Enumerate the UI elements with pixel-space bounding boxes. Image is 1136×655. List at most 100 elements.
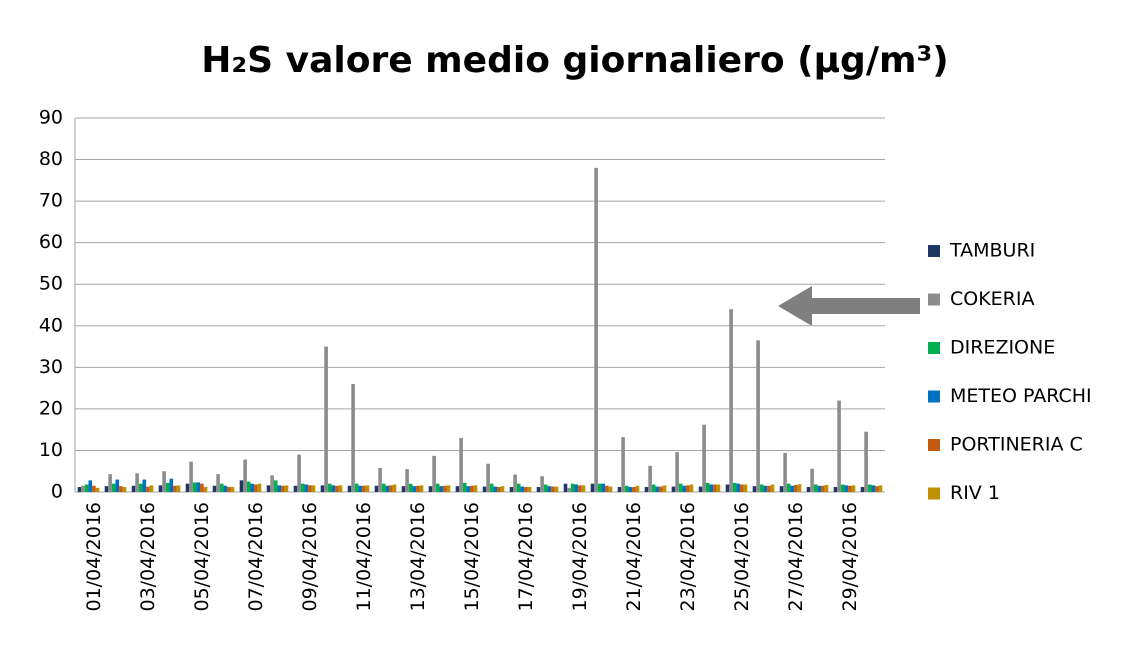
bar xyxy=(227,487,231,492)
x-tick-label: 13/04/2016 xyxy=(407,502,429,612)
bar xyxy=(266,485,271,492)
bar xyxy=(131,485,136,492)
bar xyxy=(354,483,359,492)
y-tick-label: 40 xyxy=(39,314,63,336)
bar xyxy=(878,485,883,492)
bar xyxy=(293,485,298,492)
bar xyxy=(189,461,193,492)
bar xyxy=(570,483,575,492)
bar xyxy=(786,483,791,492)
x-tick-label: 09/04/2016 xyxy=(299,502,321,612)
x-tick-label: 15/04/2016 xyxy=(461,502,483,612)
bar xyxy=(493,486,498,492)
bar xyxy=(254,484,258,492)
bar xyxy=(378,467,382,492)
bar xyxy=(817,485,822,492)
bar xyxy=(578,485,582,492)
bar xyxy=(401,486,406,492)
bar xyxy=(617,487,622,492)
bar xyxy=(392,484,397,492)
bar xyxy=(446,485,451,492)
bar xyxy=(327,483,332,492)
bar xyxy=(605,485,609,492)
bar xyxy=(864,431,868,492)
legend-label: RIV 1 xyxy=(950,482,1000,504)
bar xyxy=(648,465,652,492)
bar xyxy=(590,483,595,492)
bar xyxy=(169,478,174,492)
bar xyxy=(770,484,775,492)
bar xyxy=(365,485,370,492)
bar xyxy=(601,483,606,492)
chart-title: H₂S valore medio giornaliero (µg/m³) xyxy=(201,40,948,81)
bar xyxy=(428,486,433,492)
bar xyxy=(135,473,139,492)
bar xyxy=(311,485,316,492)
bar xyxy=(212,485,217,492)
bar xyxy=(551,486,555,492)
bar xyxy=(810,468,814,492)
bar xyxy=(837,400,841,492)
bar xyxy=(281,485,285,492)
bar xyxy=(509,487,514,492)
x-tick-label: 03/04/2016 xyxy=(137,502,159,612)
bar xyxy=(362,485,366,492)
bar xyxy=(419,485,424,492)
bar xyxy=(743,484,748,492)
bar xyxy=(142,479,147,492)
bar xyxy=(632,487,636,492)
bar xyxy=(790,485,795,492)
bar xyxy=(196,482,201,492)
legend-swatch xyxy=(928,439,940,451)
bar xyxy=(635,485,640,492)
y-tick-label: 60 xyxy=(39,231,63,253)
bar xyxy=(875,486,879,492)
bar xyxy=(381,483,386,492)
bar xyxy=(297,454,301,492)
bar xyxy=(270,475,274,492)
bar xyxy=(331,485,336,492)
bar xyxy=(158,485,163,492)
legend-swatch xyxy=(928,390,940,403)
bar xyxy=(655,486,660,492)
bar xyxy=(200,483,204,492)
bar xyxy=(520,486,525,492)
bar xyxy=(563,483,568,492)
x-tick-label: 11/04/2016 xyxy=(353,502,375,612)
bar xyxy=(729,309,733,492)
bar xyxy=(848,485,852,492)
bar xyxy=(662,485,667,492)
arrow-shaft xyxy=(808,298,920,314)
bar xyxy=(284,485,289,492)
bar xyxy=(628,487,633,492)
bar xyxy=(705,482,710,492)
bar xyxy=(513,474,517,492)
bar xyxy=(752,486,757,492)
bar xyxy=(185,483,190,492)
legend-label: DIREZIONE xyxy=(950,337,1055,359)
x-tick-label: 23/04/2016 xyxy=(677,502,699,612)
bar xyxy=(767,485,771,492)
y-tick-label: 50 xyxy=(39,273,63,295)
bar xyxy=(482,486,487,492)
bar xyxy=(516,483,521,492)
bar xyxy=(455,486,460,492)
bar xyxy=(338,485,343,492)
bar xyxy=(84,484,89,492)
bar xyxy=(165,482,170,492)
x-tick-label: 29/04/2016 xyxy=(839,502,861,612)
bar xyxy=(500,486,505,492)
bar xyxy=(675,452,679,492)
bar xyxy=(146,486,150,492)
bar xyxy=(833,487,838,492)
x-tick-label: 27/04/2016 xyxy=(785,502,807,612)
bar xyxy=(779,486,784,492)
bar xyxy=(554,486,559,492)
bar xyxy=(608,486,613,492)
y-tick-label: 90 xyxy=(39,107,63,129)
bar xyxy=(651,484,656,492)
bar xyxy=(783,452,787,492)
bar xyxy=(470,485,474,492)
bar xyxy=(824,484,829,492)
